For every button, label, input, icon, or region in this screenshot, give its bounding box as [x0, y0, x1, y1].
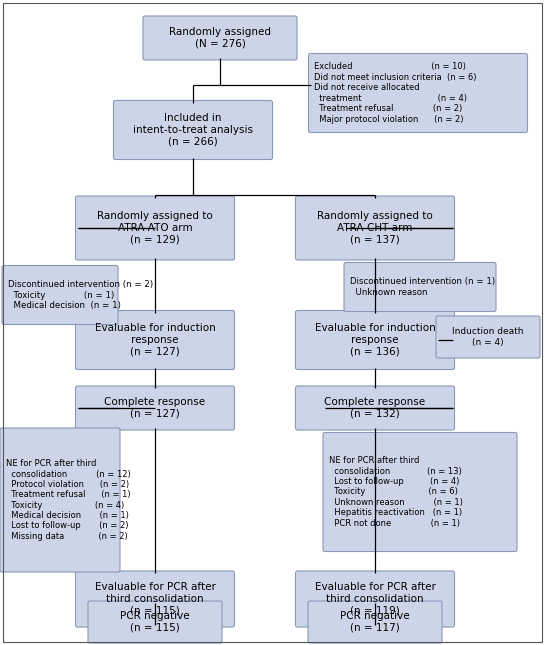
Text: Randomly assigned to
ATRA-ATO arm
(n = 129): Randomly assigned to ATRA-ATO arm (n = 1…: [97, 212, 213, 244]
FancyBboxPatch shape: [323, 433, 517, 551]
FancyBboxPatch shape: [76, 196, 234, 260]
Text: Randomly assigned to
ATRA-CHT arm
(n = 137): Randomly assigned to ATRA-CHT arm (n = 1…: [317, 212, 433, 244]
FancyBboxPatch shape: [295, 310, 455, 370]
FancyBboxPatch shape: [295, 571, 455, 627]
Text: Included in
intent-to-treat analysis
(n = 266): Included in intent-to-treat analysis (n …: [133, 114, 253, 146]
Text: Randomly assigned
(N = 276): Randomly assigned (N = 276): [169, 27, 271, 49]
FancyBboxPatch shape: [88, 601, 222, 643]
Text: PCR negative
(n = 115): PCR negative (n = 115): [120, 611, 190, 633]
Text: Evaluable for PCR after
third consolidation
(n = 115): Evaluable for PCR after third consolidat…: [95, 582, 215, 615]
FancyBboxPatch shape: [76, 310, 234, 370]
Text: Complete response
(n = 127): Complete response (n = 127): [105, 397, 205, 419]
FancyBboxPatch shape: [308, 601, 442, 643]
FancyBboxPatch shape: [2, 266, 118, 324]
FancyBboxPatch shape: [76, 571, 234, 627]
Text: NE for PCR after third
  consolidation              (n = 13)
  Lost to follow-up: NE for PCR after third consolidation (n …: [329, 456, 463, 528]
Text: PCR negative
(n = 117): PCR negative (n = 117): [340, 611, 410, 633]
Text: Discontinued intervention (n = 1)
  Unknown reason: Discontinued intervention (n = 1) Unknow…: [350, 277, 495, 297]
Text: Excluded                              (n = 10)
Did not meet inclusion criteria  : Excluded (n = 10) Did not meet inclusion…: [314, 63, 477, 123]
FancyBboxPatch shape: [295, 386, 455, 430]
Text: Evaluable for PCR after
third consolidation
(n = 119): Evaluable for PCR after third consolidat…: [314, 582, 435, 615]
FancyBboxPatch shape: [295, 196, 455, 260]
Text: NE for PCR after third
  consolidation           (n = 12)
  Protocol violation  : NE for PCR after third consolidation (n …: [6, 459, 131, 541]
Text: Discontinued intervention (n = 2)
  Toxicity              (n = 1)
  Medical deci: Discontinued intervention (n = 2) Toxici…: [8, 280, 153, 310]
FancyBboxPatch shape: [436, 316, 540, 358]
FancyBboxPatch shape: [0, 428, 120, 572]
Text: Induction death
(n = 4): Induction death (n = 4): [452, 327, 524, 347]
FancyBboxPatch shape: [308, 54, 528, 132]
Text: Evaluable for induction
response
(n = 136): Evaluable for induction response (n = 13…: [314, 323, 435, 357]
FancyBboxPatch shape: [143, 16, 297, 60]
FancyBboxPatch shape: [76, 386, 234, 430]
FancyBboxPatch shape: [113, 101, 272, 159]
FancyBboxPatch shape: [344, 263, 496, 312]
Text: Complete response
(n = 132): Complete response (n = 132): [324, 397, 426, 419]
Text: Evaluable for induction
response
(n = 127): Evaluable for induction response (n = 12…: [95, 323, 215, 357]
